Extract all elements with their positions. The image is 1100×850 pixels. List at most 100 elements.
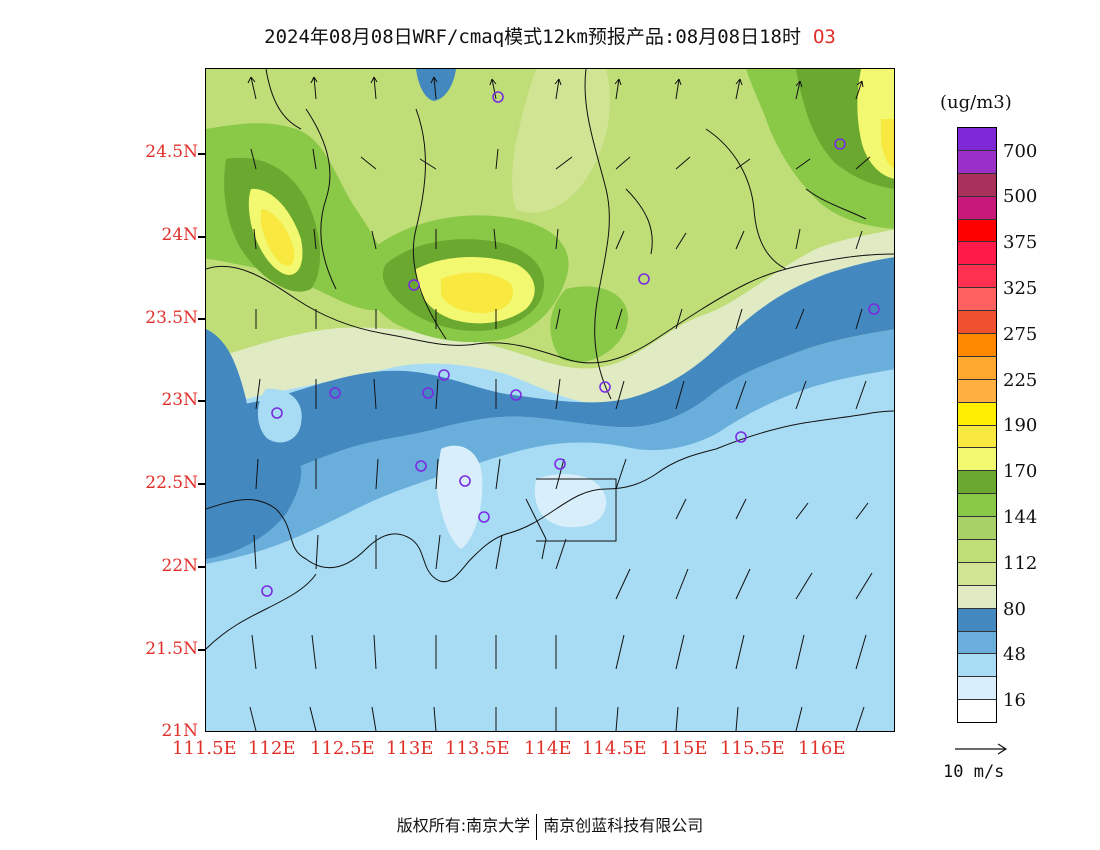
field-128-east <box>550 286 628 363</box>
legend-unit: (ug/m3) <box>940 92 1012 113</box>
legend-label: 225 <box>1003 370 1038 391</box>
legend-swatch <box>958 288 996 312</box>
legend-swatch <box>958 631 996 655</box>
footer-divider <box>536 813 538 840</box>
lon-label-113-5: 113.5E <box>445 738 510 759</box>
legend-swatch <box>958 540 996 563</box>
station-marker[interactable] <box>834 138 846 150</box>
map-title: 2024年08月08日WRF/cmaq模式12km预报产品:08月08日18时 O… <box>0 22 1100 49</box>
wind-vectors <box>247 76 873 731</box>
copyright-company: 南京创蓝科技有限公司 <box>543 816 704 835</box>
field-64 <box>206 257 894 524</box>
legend-swatch <box>958 402 996 426</box>
legend-label: 500 <box>1003 186 1038 207</box>
station-marker[interactable] <box>459 475 471 487</box>
species-label: O3 <box>812 26 836 48</box>
lat-label-22: 22N <box>161 556 198 576</box>
legend-label: 375 <box>1003 232 1038 253</box>
field-48-pocket <box>257 388 302 443</box>
legend-swatch <box>958 608 996 632</box>
lon-label-115-5: 115.5E <box>720 738 785 759</box>
legend-label: 325 <box>1003 278 1038 299</box>
lon-label-115: 115E <box>660 738 708 759</box>
station-marker[interactable] <box>492 91 504 103</box>
field-64-west <box>206 329 302 559</box>
wind-scale-label: 10 m/s <box>943 762 1005 782</box>
legend-swatch <box>958 379 996 403</box>
legend-label: 170 <box>1003 461 1038 482</box>
field-180-central <box>441 272 514 314</box>
station-marker[interactable] <box>408 279 420 291</box>
lon-label-113: 113E <box>386 738 434 759</box>
station-marker[interactable] <box>261 585 273 597</box>
lat-tick <box>198 400 205 402</box>
lat-tick <box>198 483 205 485</box>
legend-label: 48 <box>1003 644 1026 665</box>
ozone-field-map <box>206 69 894 731</box>
legend-swatch <box>958 494 996 518</box>
legend-swatch <box>958 219 996 243</box>
station-marker[interactable] <box>271 407 283 419</box>
legend-label: 700 <box>1003 141 1038 162</box>
lat-label-22-5: 22.5N <box>145 473 198 493</box>
lon-label-111-5: 111.5E <box>172 738 237 759</box>
coastlines <box>206 69 894 650</box>
field-96-ridge <box>512 69 610 213</box>
station-marker[interactable] <box>329 387 341 399</box>
lat-label-24-5: 24.5N <box>145 142 198 162</box>
legend-label: 190 <box>1003 415 1038 436</box>
station-marker[interactable] <box>554 458 566 470</box>
lat-tick <box>198 566 205 568</box>
lat-tick <box>198 236 205 238</box>
lon-label-112: 112E <box>248 738 296 759</box>
station-marker[interactable] <box>415 460 427 472</box>
lat-tick <box>198 153 205 155</box>
legend-label: 112 <box>1003 553 1038 574</box>
legend-swatch <box>958 196 996 220</box>
map-panel[interactable] <box>205 68 895 732</box>
title-text: 2024年08月08日WRF/cmaq模式12km预报产品:08月08日18时 <box>264 26 801 48</box>
legend-swatch <box>958 311 996 335</box>
station-marker[interactable] <box>599 381 611 393</box>
legend-label: 144 <box>1003 507 1038 528</box>
field-16-prd <box>436 445 483 549</box>
lat-label-23-5: 23.5N <box>145 308 198 328</box>
station-markers[interactable] <box>261 91 880 597</box>
lon-label-114: 114E <box>524 738 572 759</box>
wind-scale-arrow <box>955 743 1008 755</box>
station-marker[interactable] <box>735 431 747 443</box>
legend-swatch <box>958 562 996 586</box>
legend-swatch <box>958 265 996 289</box>
legend-swatch <box>958 517 996 541</box>
legend-label: 16 <box>1003 690 1026 711</box>
lat-label-21-5: 21.5N <box>145 639 198 659</box>
lat-label-24: 24N <box>161 225 198 245</box>
legend-swatch <box>958 128 996 151</box>
field-180-ne <box>881 119 894 169</box>
station-marker[interactable] <box>868 303 880 315</box>
station-marker[interactable] <box>438 369 450 381</box>
legend-swatch <box>958 425 996 449</box>
lat-tick <box>198 318 205 320</box>
legend-swatch <box>958 654 996 678</box>
legend-label: 275 <box>1003 324 1038 345</box>
legend-swatch <box>958 585 996 609</box>
lon-label-116: 116E <box>798 738 846 759</box>
field-180-west <box>261 209 295 266</box>
station-marker[interactable] <box>422 387 434 399</box>
station-marker[interactable] <box>638 273 650 285</box>
field-16-hk <box>534 474 607 528</box>
legend-swatch <box>958 677 996 701</box>
field-80 <box>206 229 894 409</box>
lat-label-21: 21N <box>161 721 198 741</box>
legend-swatch <box>958 242 996 266</box>
field-56 <box>206 329 894 564</box>
lat-label-23: 23N <box>161 390 198 410</box>
station-marker[interactable] <box>478 511 490 523</box>
legend-swatch <box>958 471 996 495</box>
legend-swatch <box>958 334 996 357</box>
station-marker[interactable] <box>510 389 522 401</box>
legend-swatch <box>958 150 996 174</box>
legend-swatch <box>958 356 996 380</box>
legend-swatch <box>958 700 996 723</box>
